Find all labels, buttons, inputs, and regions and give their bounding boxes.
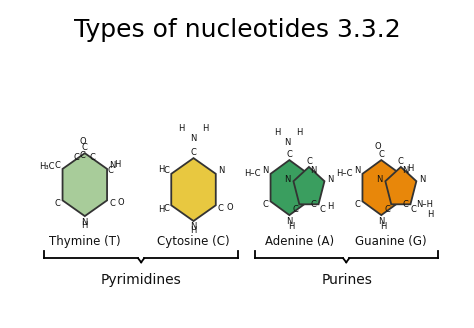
Text: N: N: [109, 161, 115, 171]
Text: N: N: [354, 166, 361, 175]
Text: Adenine (A): Adenine (A): [264, 235, 334, 248]
Text: H: H: [191, 226, 197, 236]
Text: H: H: [179, 124, 185, 133]
Text: H₃C: H₃C: [39, 162, 55, 172]
Text: C: C: [378, 150, 384, 159]
Text: N: N: [82, 217, 88, 227]
Polygon shape: [293, 167, 325, 204]
Text: N: N: [191, 222, 197, 232]
Text: O: O: [80, 137, 86, 146]
Text: C: C: [55, 199, 60, 208]
Text: O: O: [226, 203, 233, 212]
Text: N: N: [376, 175, 383, 184]
Text: C: C: [191, 148, 196, 157]
Text: C: C: [293, 205, 299, 214]
Text: C: C: [90, 153, 96, 162]
Text: N: N: [327, 175, 333, 184]
Text: H: H: [202, 124, 209, 133]
Text: C: C: [74, 153, 80, 162]
Text: C: C: [109, 199, 115, 208]
Text: N: N: [284, 175, 291, 184]
Text: N: N: [191, 134, 197, 143]
Text: N: N: [218, 166, 224, 175]
Text: N: N: [419, 175, 425, 184]
Polygon shape: [271, 160, 308, 215]
Text: N–H: N–H: [416, 200, 433, 209]
Text: H: H: [274, 128, 281, 137]
Text: Types of nucleotides 3.3.2: Types of nucleotides 3.3.2: [73, 18, 401, 42]
Text: C: C: [319, 205, 325, 214]
Text: C: C: [411, 205, 417, 214]
Polygon shape: [385, 167, 416, 204]
Text: C: C: [310, 200, 316, 209]
Text: C: C: [82, 143, 88, 152]
Text: Cytosine (C): Cytosine (C): [157, 235, 230, 248]
Text: H: H: [407, 164, 413, 174]
Text: O: O: [374, 142, 381, 151]
Text: H: H: [380, 222, 386, 232]
Text: C: C: [80, 151, 86, 160]
Text: C: C: [402, 200, 408, 209]
Text: N: N: [286, 216, 292, 226]
Text: C: C: [385, 205, 391, 214]
Text: N: N: [378, 216, 384, 226]
Text: N: N: [402, 166, 409, 175]
Text: C: C: [107, 166, 113, 175]
Text: H: H: [427, 210, 433, 219]
Text: H–C: H–C: [337, 169, 353, 178]
Text: C: C: [163, 166, 169, 175]
Text: Thymine (T): Thymine (T): [49, 235, 120, 248]
Text: C: C: [355, 200, 360, 209]
Text: H–C: H–C: [245, 169, 261, 178]
Text: H: H: [158, 165, 164, 174]
Text: O: O: [118, 198, 124, 207]
Text: H: H: [158, 205, 164, 214]
Text: C: C: [398, 156, 404, 166]
Text: C: C: [55, 161, 60, 171]
Text: C: C: [306, 156, 312, 166]
Text: Guanine (G): Guanine (G): [356, 235, 427, 248]
Text: N: N: [284, 138, 291, 147]
Polygon shape: [63, 153, 107, 216]
Text: H: H: [82, 221, 88, 231]
Text: H: H: [327, 202, 334, 211]
Polygon shape: [171, 158, 216, 221]
Text: H: H: [114, 160, 120, 170]
Text: N: N: [310, 166, 317, 175]
Text: C: C: [163, 204, 169, 213]
Polygon shape: [363, 160, 400, 215]
Text: H: H: [288, 222, 294, 232]
Text: C: C: [263, 200, 268, 209]
Text: C: C: [218, 204, 224, 213]
Text: N: N: [262, 166, 269, 175]
Text: H: H: [296, 128, 302, 137]
Text: C: C: [286, 150, 292, 159]
Text: Pyrimidines: Pyrimidines: [101, 273, 182, 287]
Text: Purines: Purines: [321, 273, 372, 287]
